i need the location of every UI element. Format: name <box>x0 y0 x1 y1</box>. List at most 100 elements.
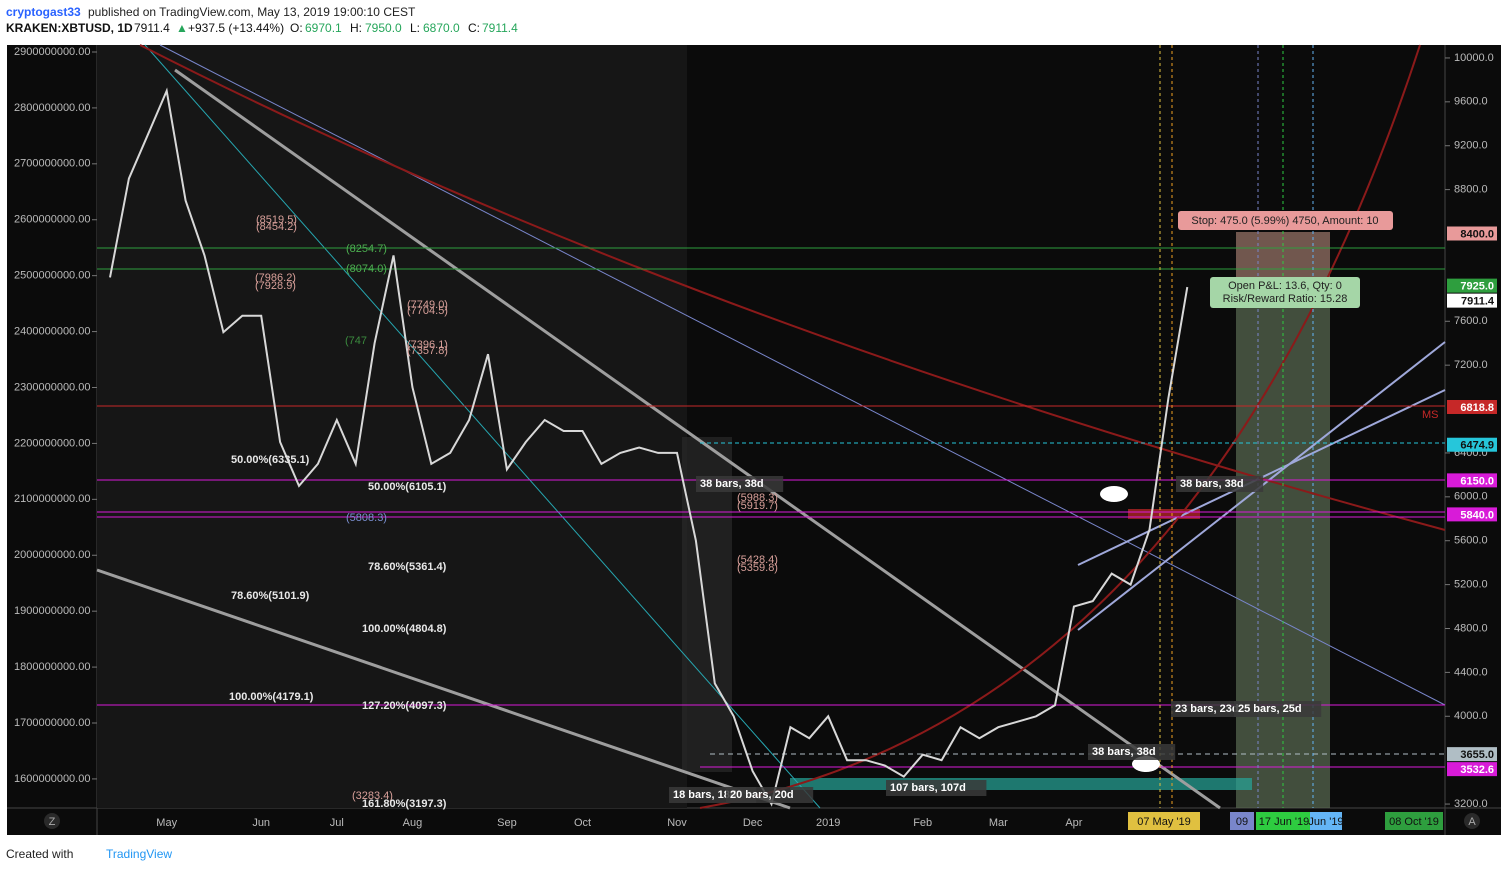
open: 6970.1 <box>305 21 342 35</box>
eye-icon <box>1100 486 1128 502</box>
zone <box>790 778 1252 790</box>
date-tag <box>1385 812 1443 830</box>
trendline <box>174 68 1221 810</box>
pnl-label: Open P&L: 13.6, Qty: 0 <box>1228 280 1342 292</box>
price-tag-label: 7911.4 <box>1461 296 1495 308</box>
zone <box>1128 509 1200 519</box>
footer-created: Created with <box>6 847 73 861</box>
shade <box>97 45 687 808</box>
annotation: (5919.7) <box>737 500 778 512</box>
date-tag <box>1256 812 1312 830</box>
price-tag-label: 8400.0 <box>1460 228 1494 240</box>
y2-tick-label: 1800000000.00 <box>14 661 90 673</box>
measure-label: 38 bars, 38d <box>1092 746 1156 758</box>
last-price: 7911.4 <box>134 21 170 35</box>
published: published on TradingView.com, May 13, 20… <box>88 5 416 19</box>
price-tag <box>1447 278 1497 293</box>
price-line <box>109 87 1189 807</box>
y2-tick-label: 1600000000.00 <box>14 773 90 785</box>
trendline <box>96 568 791 810</box>
x-tick-label: Dec <box>743 817 763 829</box>
close: 7911.4 <box>482 21 518 35</box>
annotation: 50.00%(6335.1) <box>231 454 310 466</box>
high: 7950.0 <box>365 21 402 35</box>
y-tick-label: 3200.0 <box>1454 798 1488 810</box>
auto-button[interactable]: A <box>1468 816 1476 828</box>
x-tick-label: Sep <box>497 817 517 829</box>
date-tag <box>1230 812 1254 830</box>
author[interactable]: cryptogast33 <box>6 5 81 19</box>
measure-label: 18 bars, 18d <box>673 789 737 801</box>
trendline <box>159 44 1446 706</box>
price-tag-label: 3655.0 <box>1460 749 1494 761</box>
annotation: (7928.9) <box>255 280 296 292</box>
annotation: 161.80%(3197.3) <box>362 798 447 810</box>
measure-label: 23 bars, 23d <box>1175 703 1239 715</box>
scale-button[interactable]: Z <box>49 816 56 828</box>
price-tag <box>1447 437 1497 452</box>
y-tick-label: 5200.0 <box>1454 579 1488 591</box>
annotation: 100.00%(4179.1) <box>229 691 314 703</box>
y2-tick-label: 2400000000.00 <box>14 325 90 337</box>
price-tag-label: 6474.9 <box>1460 440 1494 452</box>
date-tag <box>1310 812 1342 830</box>
plot-area <box>96 44 1446 810</box>
x-tick-label: Apr <box>1065 817 1082 829</box>
annotation: (7357.8) <box>407 345 448 357</box>
price-tag <box>1447 473 1497 488</box>
annotation: (5359.8) <box>737 562 778 574</box>
annotation: (8519.5) <box>256 214 297 226</box>
price-tag <box>1447 762 1497 777</box>
annotation: (7704.5) <box>407 305 448 317</box>
annotation: (5988.3) <box>737 492 778 504</box>
stop-label: Stop: 475.0 (5.99%) 4750, Amount: 10 <box>1191 215 1378 227</box>
y-tick-label: 7600.0 <box>1454 315 1488 327</box>
x-tick-label: Oct <box>574 817 591 829</box>
o-label: O: <box>290 21 303 35</box>
y-tick-label: 9600.0 <box>1454 96 1488 108</box>
y2-tick-label: 2800000000.00 <box>14 102 90 114</box>
footer-brand[interactable]: TradingView <box>106 847 172 861</box>
annotation: (8254.7) <box>346 243 387 255</box>
x-tick-label: Aug <box>403 817 423 829</box>
y2-tick-label: 2500000000.00 <box>14 270 90 282</box>
annotation: (5808.3) <box>346 512 387 524</box>
annotation: MS <box>1422 409 1439 421</box>
symbol: KRAKEN:XBTUSD, 1D <box>6 21 133 35</box>
date-tag-label: 09 <box>1236 816 1248 828</box>
price-tag-label: 3532.6 <box>1460 764 1494 776</box>
measure-label: 25 bars, 25d <box>1238 703 1302 715</box>
measure-label: 107 bars, 107d <box>890 782 966 794</box>
x-tick-label: 2019 <box>816 817 840 829</box>
date-tag-label: 07 May '19 <box>1137 816 1190 828</box>
button[interactable] <box>44 813 60 829</box>
price-tag-label: 7925.0 <box>1460 281 1494 293</box>
curve <box>139 44 1446 531</box>
annotation: 78.60%(5101.9) <box>231 590 310 602</box>
price-tag <box>1447 507 1497 522</box>
annotation: 127.20%(4097.3) <box>362 700 447 712</box>
y2-tick-label: 1900000000.00 <box>14 605 90 617</box>
date-tag <box>1128 812 1200 830</box>
x-tick-label: Nov <box>667 817 687 829</box>
date-tag-label: 17 Jun '19 <box>1259 816 1309 828</box>
y-tick-label: 10000.0 <box>1454 52 1494 64</box>
measure-label: 38 bars, 38d <box>1180 478 1244 490</box>
button[interactable] <box>1464 813 1480 829</box>
ratio-label: Risk/Reward Ratio: 15.28 <box>1223 293 1348 305</box>
y-tick-label: 9200.0 <box>1454 140 1488 152</box>
x-tick-label: Feb <box>913 817 932 829</box>
price-tag-label: 6150.0 <box>1460 475 1494 487</box>
measure-box <box>1234 701 1322 717</box>
measure-box <box>726 787 814 803</box>
annotation: (7396.1) <box>407 339 448 351</box>
annotation: (7749.0) <box>407 299 448 311</box>
x-tick-label: Jul <box>330 817 344 829</box>
measure-label: 20 bars, 20d <box>730 789 794 801</box>
pnl-box <box>1210 277 1360 308</box>
y-tick-label: 7200.0 <box>1454 359 1488 371</box>
h-label: H: <box>350 21 362 35</box>
annotation: (747 <box>345 335 367 347</box>
measure-box <box>1088 744 1176 760</box>
